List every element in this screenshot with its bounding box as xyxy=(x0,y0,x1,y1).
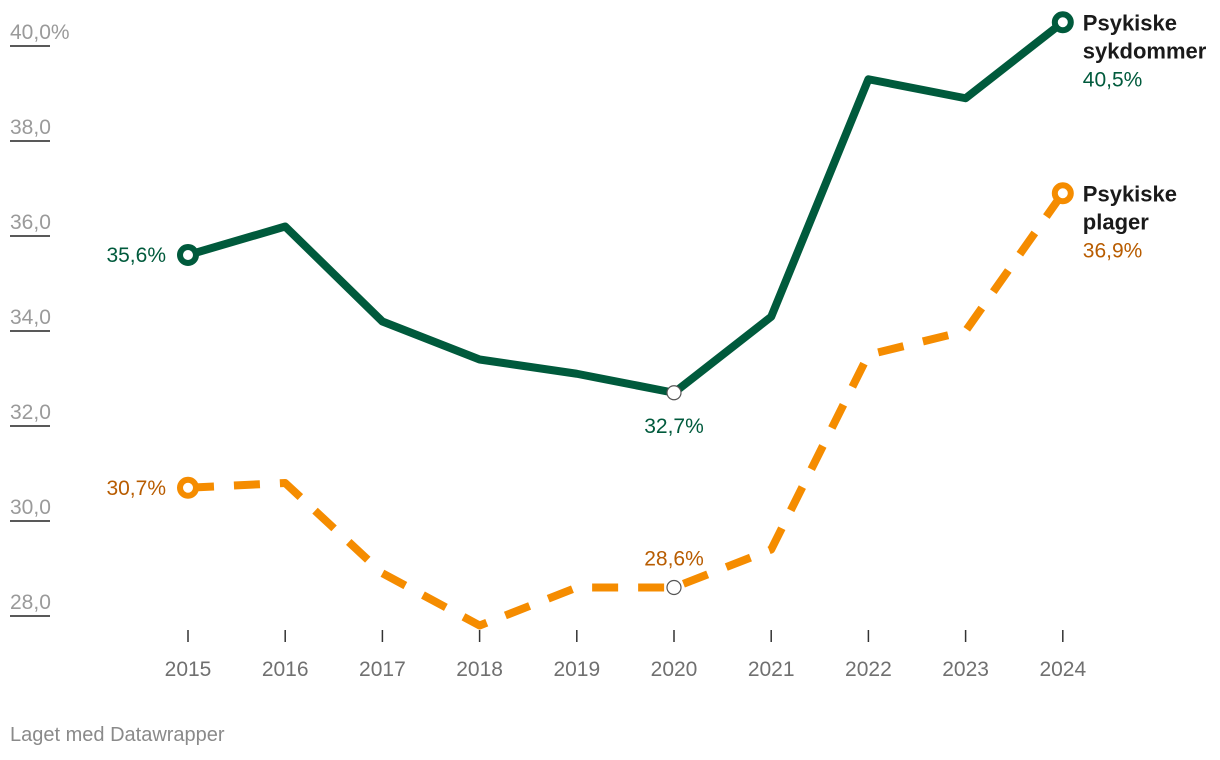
x-tick-label: 2022 xyxy=(845,658,892,681)
series-name-label: Psykiske xyxy=(1083,181,1177,206)
labels-layer: 35,6% 32,7% Psykiske sykdommer 40,5% 30,7% 28,… xyxy=(106,10,1206,570)
series-name-label: Psykiske xyxy=(1083,10,1177,35)
x-tick-label: 2021 xyxy=(748,658,795,681)
series-name-label: sykdommer xyxy=(1083,38,1207,63)
series-end-value: 40,5% xyxy=(1083,68,1143,91)
x-axis: 2015 2016 2017 2018 2019 2020 2021 2022 2023 2024 xyxy=(165,630,1086,681)
y-tick-label: 28,0 xyxy=(10,591,51,614)
series-endpoint-marker xyxy=(1051,182,1074,205)
data-label: 28,6% xyxy=(644,548,704,571)
y-tick-label: 40,0% xyxy=(10,21,70,44)
data-label: 32,7% xyxy=(644,415,704,438)
x-tick-label: 2017 xyxy=(359,658,406,681)
series-end-value: 36,9% xyxy=(1083,239,1143,262)
highlight-point xyxy=(666,579,682,596)
highlight-point xyxy=(666,385,682,401)
x-tick-label: 2018 xyxy=(456,658,503,681)
series-name-label: plager xyxy=(1083,209,1149,234)
x-tick-label: 2024 xyxy=(1039,658,1086,681)
data-label: 35,6% xyxy=(106,244,166,267)
series-line xyxy=(187,190,1067,630)
data-label: 30,7% xyxy=(106,477,166,500)
series-endpoint-marker xyxy=(177,244,199,266)
y-tick-label: 30,0 xyxy=(10,496,51,519)
y-tick-label: 36,0 xyxy=(10,211,51,234)
y-axis: 28,0 30,0 32,0 34,0 36,0 38,0 40,0% xyxy=(10,21,70,617)
x-tick-label: 2019 xyxy=(553,658,600,681)
x-tick-label: 2020 xyxy=(651,658,698,681)
y-tick-label: 34,0 xyxy=(10,306,51,329)
y-tick-label: 38,0 xyxy=(10,116,51,139)
x-tick-label: 2023 xyxy=(942,658,989,681)
footer-credit: Laget med Datawrapper xyxy=(10,724,225,746)
series-endpoint-marker xyxy=(1051,11,1074,34)
series-endpoint-marker xyxy=(177,476,199,499)
y-tick-label: 32,0 xyxy=(10,401,51,424)
series-line xyxy=(184,18,1067,397)
x-tick-label: 2015 xyxy=(165,658,212,681)
series-layer xyxy=(177,11,1074,630)
x-tick-label: 2016 xyxy=(262,658,309,681)
